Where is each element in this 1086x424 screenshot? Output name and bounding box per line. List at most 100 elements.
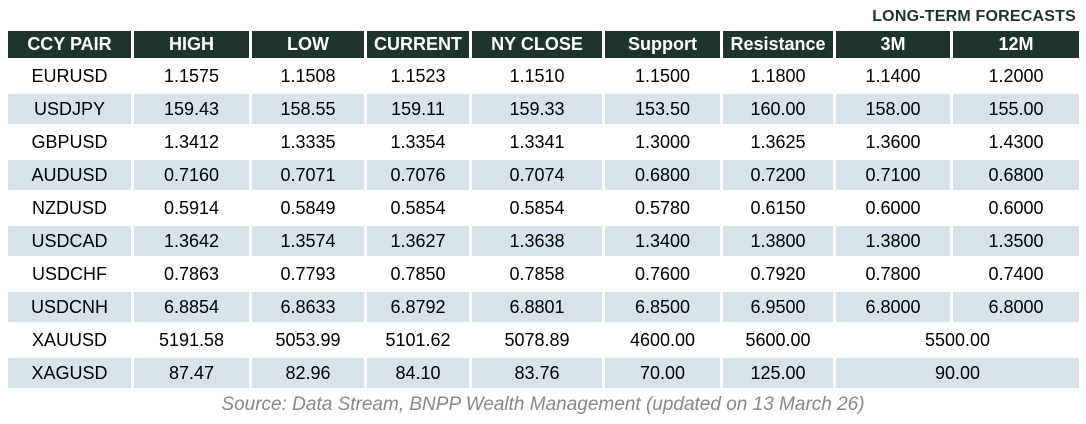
value-cell: 159.33: [472, 94, 602, 124]
value-cell: 1.3627: [367, 226, 469, 256]
value-cell: 6.8500: [605, 292, 720, 322]
value-cell: 1.3642: [134, 226, 249, 256]
value-cell: 0.5849: [252, 193, 364, 223]
value-cell: 0.7858: [472, 259, 602, 289]
value-cell: 6.8854: [134, 292, 249, 322]
column-header-resistance: Resistance: [723, 31, 833, 58]
value-cell: 70.00: [605, 358, 720, 388]
table-row-usdchf: USDCHF 0.7863 0.7793 0.7850 0.7858 0.7600 0.79…: [8, 259, 1079, 289]
table-row-usdjpy: USDJPY 159.43 158.55 159.11 159.33 153.50 160.…: [8, 94, 1079, 124]
value-cell: 0.6800: [605, 160, 720, 190]
value-cell: 5053.99: [252, 325, 364, 355]
fx-forecast-table: CCY PAIR HIGH LOW CURRENT NY CLOSE Support Res…: [5, 28, 1082, 391]
value-cell: 0.5780: [605, 193, 720, 223]
ccy-pair-cell: AUDUSD: [8, 160, 131, 190]
value-cell: 1.3800: [836, 226, 950, 256]
table-row-nzdusd: NZDUSD 0.5914 0.5849 0.5854 0.5854 0.5780 0.61…: [8, 193, 1079, 223]
value-cell: 0.7074: [472, 160, 602, 190]
table-row-usdcnh: USDCNH 6.8854 6.8633 6.8792 6.8801 6.8500 6.95…: [8, 292, 1079, 322]
value-cell: 1.3400: [605, 226, 720, 256]
value-cell: 4600.00: [605, 325, 720, 355]
value-cell: 0.7863: [134, 259, 249, 289]
value-cell: 0.7200: [723, 160, 833, 190]
value-cell: 6.8000: [836, 292, 950, 322]
value-cell: 1.3574: [252, 226, 364, 256]
value-cell: 0.7071: [252, 160, 364, 190]
value-cell: 1.3412: [134, 127, 249, 157]
value-cell: 83.76: [472, 358, 602, 388]
value-cell: 1.1508: [252, 61, 364, 91]
value-cell: 87.47: [134, 358, 249, 388]
value-cell: 155.00: [953, 94, 1079, 124]
value-cell: 0.6000: [836, 193, 950, 223]
value-cell: 6.8792: [367, 292, 469, 322]
value-cell: 0.6800: [953, 160, 1079, 190]
value-cell: 0.7076: [367, 160, 469, 190]
value-cell: 1.4300: [953, 127, 1079, 157]
value-cell: 0.7400: [953, 259, 1079, 289]
value-cell: 0.7920: [723, 259, 833, 289]
table-row-xagusd: XAGUSD 87.47 82.96 84.10 83.76 70.00 125.00 90.…: [8, 358, 1079, 388]
value-cell: 159.43: [134, 94, 249, 124]
value-cell: 5101.62: [367, 325, 469, 355]
value-cell: 0.6000: [953, 193, 1079, 223]
value-cell: 160.00: [723, 94, 833, 124]
value-cell: 82.96: [252, 358, 364, 388]
value-cell: 0.7160: [134, 160, 249, 190]
value-cell: 1.3500: [953, 226, 1079, 256]
column-header-12m: 12M: [953, 31, 1079, 58]
ccy-pair-cell: XAUUSD: [8, 325, 131, 355]
ccy-pair-cell: USDCHF: [8, 259, 131, 289]
value-cell: 0.7800: [836, 259, 950, 289]
ccy-pair-cell: USDCNH: [8, 292, 131, 322]
value-cell: 1.1500: [605, 61, 720, 91]
long-term-forecasts-title: LONG-TERM FORECASTS: [872, 8, 1076, 25]
column-header-low: LOW: [252, 31, 364, 58]
value-cell: 5078.89: [472, 325, 602, 355]
value-cell: 1.1575: [134, 61, 249, 91]
column-header-current: CURRENT: [367, 31, 469, 58]
ccy-pair-cell: USDJPY: [8, 94, 131, 124]
value-cell: 1.3625: [723, 127, 833, 157]
column-header-high: HIGH: [134, 31, 249, 58]
table-row-eurusd: EURUSD 1.1575 1.1508 1.1523 1.1510 1.1500 1.18…: [8, 61, 1079, 91]
value-cell: 0.7793: [252, 259, 364, 289]
table-row-xauusd: XAUUSD 5191.58 5053.99 5101.62 5078.89 4600.0…: [8, 325, 1079, 355]
ccy-pair-cell: USDCAD: [8, 226, 131, 256]
value-cell: 1.3335: [252, 127, 364, 157]
value-cell: 158.00: [836, 94, 950, 124]
value-cell: 5191.58: [134, 325, 249, 355]
value-cell: 84.10: [367, 358, 469, 388]
value-cell: 6.8000: [953, 292, 1079, 322]
ccy-pair-cell: EURUSD: [8, 61, 131, 91]
value-cell: 1.3638: [472, 226, 602, 256]
value-cell: 0.6150: [723, 193, 833, 223]
column-header-3m: 3M: [836, 31, 950, 58]
value-cell: 159.11: [367, 94, 469, 124]
value-cell: 1.1523: [367, 61, 469, 91]
value-cell: 1.1400: [836, 61, 950, 91]
value-cell: 5500.00: [836, 325, 1079, 355]
value-cell: 5600.00: [723, 325, 833, 355]
value-cell: 6.9500: [723, 292, 833, 322]
value-cell: 1.3354: [367, 127, 469, 157]
value-cell: 6.8801: [472, 292, 602, 322]
value-cell: 0.5854: [472, 193, 602, 223]
ccy-pair-cell: NZDUSD: [8, 193, 131, 223]
value-cell: 153.50: [605, 94, 720, 124]
value-cell: 0.7850: [367, 259, 469, 289]
table-row-usdcad: USDCAD 1.3642 1.3574 1.3627 1.3638 1.3400 1.38…: [8, 226, 1079, 256]
table-row-audusd: AUDUSD 0.7160 0.7071 0.7076 0.7074 0.6800 0.72…: [8, 160, 1079, 190]
column-header-ny-close: NY CLOSE: [472, 31, 602, 58]
column-header-ccy-pair: CCY PAIR: [8, 31, 131, 58]
table-header-row: CCY PAIR HIGH LOW CURRENT NY CLOSE Support Res…: [8, 31, 1079, 58]
value-cell: 6.8633: [252, 292, 364, 322]
value-cell: 90.00: [836, 358, 1079, 388]
value-cell: 0.7600: [605, 259, 720, 289]
value-cell: 1.3600: [836, 127, 950, 157]
value-cell: 1.3341: [472, 127, 602, 157]
value-cell: 0.5854: [367, 193, 469, 223]
value-cell: 158.55: [252, 94, 364, 124]
value-cell: 125.00: [723, 358, 833, 388]
